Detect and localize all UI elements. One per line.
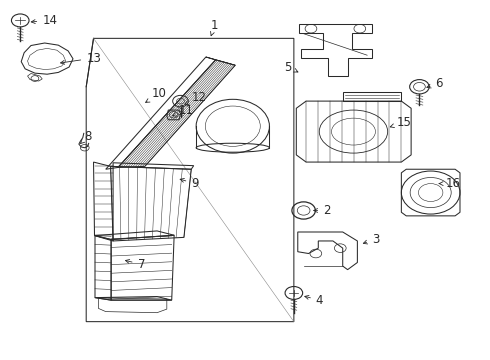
Text: 12: 12 — [185, 91, 206, 104]
Text: 3: 3 — [364, 233, 379, 246]
Text: 7: 7 — [125, 258, 145, 271]
Text: 15: 15 — [390, 116, 411, 129]
Text: 2: 2 — [314, 204, 331, 217]
Text: 8: 8 — [80, 130, 91, 144]
Text: 14: 14 — [31, 14, 57, 27]
Text: 13: 13 — [61, 51, 101, 64]
Text: 9: 9 — [180, 177, 199, 190]
Text: 4: 4 — [305, 294, 323, 307]
Text: 10: 10 — [146, 87, 167, 102]
Text: 16: 16 — [439, 177, 460, 190]
Text: 6: 6 — [427, 77, 443, 90]
Text: 1: 1 — [211, 19, 219, 36]
Text: 11: 11 — [172, 104, 194, 117]
Text: 5: 5 — [284, 60, 298, 73]
